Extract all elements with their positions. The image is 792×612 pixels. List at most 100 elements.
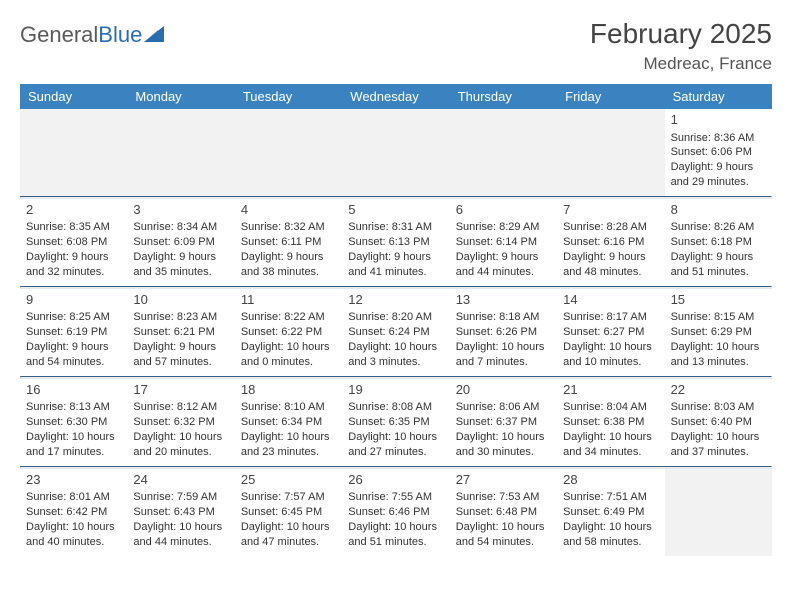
sunrise-line: Sunrise: 8:18 AM [456,310,551,325]
calendar-blank [20,109,127,196]
calendar-day: 10Sunrise: 8:23 AMSunset: 6:21 PMDayligh… [127,289,234,376]
daylight-line: Daylight: 10 hours and 51 minutes. [348,520,443,550]
sunrise-line: Sunrise: 8:01 AM [26,490,121,505]
day-number: 28 [563,471,658,489]
sunrise-line: Sunrise: 8:28 AM [563,220,658,235]
sunset-line: Sunset: 6:19 PM [26,325,121,340]
sunset-line: Sunset: 6:32 PM [133,415,228,430]
sunrise-line: Sunrise: 8:31 AM [348,220,443,235]
dayhead-wed: Wednesday [342,84,449,109]
day-number: 27 [456,471,551,489]
day-number: 10 [133,291,228,309]
sunset-line: Sunset: 6:22 PM [241,325,336,340]
sunrise-line: Sunrise: 8:36 AM [671,131,766,146]
daylight-line: Daylight: 10 hours and 58 minutes. [563,520,658,550]
daylight-line: Daylight: 10 hours and 10 minutes. [563,340,658,370]
day-number: 25 [241,471,336,489]
month-title: February 2025 [590,18,772,50]
sunrise-line: Sunrise: 7:57 AM [241,490,336,505]
calendar-day: 13Sunrise: 8:18 AMSunset: 6:26 PMDayligh… [450,289,557,376]
day-number: 22 [671,381,766,399]
sunset-line: Sunset: 6:09 PM [133,235,228,250]
sunset-line: Sunset: 6:13 PM [348,235,443,250]
location: Medreac, France [590,54,772,74]
daylight-line: Daylight: 10 hours and 13 minutes. [671,340,766,370]
day-number: 23 [26,471,121,489]
calendar-week: 16Sunrise: 8:13 AMSunset: 6:30 PMDayligh… [20,378,772,466]
calendar-day: 12Sunrise: 8:20 AMSunset: 6:24 PMDayligh… [342,289,449,376]
calendar-day: 7Sunrise: 8:28 AMSunset: 6:16 PMDaylight… [557,199,664,286]
sunrise-line: Sunrise: 8:17 AM [563,310,658,325]
day-number: 17 [133,381,228,399]
calendar-day: 23Sunrise: 8:01 AMSunset: 6:42 PMDayligh… [20,469,127,556]
sunset-line: Sunset: 6:08 PM [26,235,121,250]
daylight-line: Daylight: 10 hours and 27 minutes. [348,430,443,460]
day-number: 4 [241,201,336,219]
logo-word1: General [20,22,98,47]
calendar-day: 27Sunrise: 7:53 AMSunset: 6:48 PMDayligh… [450,469,557,556]
sunset-line: Sunset: 6:14 PM [456,235,551,250]
sunset-line: Sunset: 6:16 PM [563,235,658,250]
calendar-week: 2Sunrise: 8:35 AMSunset: 6:08 PM Daylight… [20,198,772,286]
daylight-line: Daylight: 10 hours and 0 minutes. [241,340,336,370]
calendar-blank [450,109,557,196]
dayhead-fri: Friday [557,84,664,109]
dayhead-sun: Sunday [20,84,127,109]
calendar-day: 5Sunrise: 8:31 AMSunset: 6:13 PMDaylight… [342,199,449,286]
calendar-day: 16Sunrise: 8:13 AMSunset: 6:30 PMDayligh… [20,379,127,466]
day-number: 2 [26,201,121,219]
dayhead-mon: Monday [127,84,234,109]
day-number: 1 [671,111,766,129]
sunrise-line: Sunrise: 8:22 AM [241,310,336,325]
calendar-day: 21Sunrise: 8:04 AMSunset: 6:38 PMDayligh… [557,379,664,466]
calendar-day: 18Sunrise: 8:10 AMSunset: 6:34 PMDayligh… [235,379,342,466]
day-number: 6 [456,201,551,219]
dayhead-sat: Saturday [665,84,772,109]
sunrise-line: Sunrise: 7:55 AM [348,490,443,505]
sunset-line: Sunset: 6:34 PM [241,415,336,430]
sunset-line: Sunset: 6:42 PM [26,505,121,520]
calendar-day: 17Sunrise: 8:12 AMSunset: 6:32 PMDayligh… [127,379,234,466]
day-number: 16 [26,381,121,399]
sunset-line: Sunset: 6:29 PM [671,325,766,340]
day-number: 13 [456,291,551,309]
sunset-line: Sunset: 6:37 PM [456,415,551,430]
sunrise-line: Sunrise: 7:53 AM [456,490,551,505]
day-number: 12 [348,291,443,309]
calendar-blank [235,109,342,196]
daylight-line: Daylight: 10 hours and 7 minutes. [456,340,551,370]
day-number: 24 [133,471,228,489]
calendar-day: 24Sunrise: 7:59 AMSunset: 6:43 PMDayligh… [127,469,234,556]
calendar-grid: 1Sunrise: 8:36 AMSunset: 6:06 PMDaylight… [20,109,772,556]
dayhead-thu: Thursday [450,84,557,109]
daylight-line: Daylight: 9 hours and 51 minutes. [671,250,766,280]
weekday-header: Sunday Monday Tuesday Wednesday Thursday… [20,84,772,109]
calendar-blank [665,469,772,556]
day-number: 21 [563,381,658,399]
day-number: 15 [671,291,766,309]
day-number: 14 [563,291,658,309]
daylight-line: Daylight: 9 hours and 54 minutes. [26,340,121,370]
sunset-line: Sunset: 6:43 PM [133,505,228,520]
calendar-day: 19Sunrise: 8:08 AMSunset: 6:35 PMDayligh… [342,379,449,466]
calendar-day: 20Sunrise: 8:06 AMSunset: 6:37 PMDayligh… [450,379,557,466]
calendar-day: 25Sunrise: 7:57 AMSunset: 6:45 PMDayligh… [235,469,342,556]
daylight-line: Daylight: 9 hours and 57 minutes. [133,340,228,370]
daylight-line: Daylight: 10 hours and 34 minutes. [563,430,658,460]
calendar-day: 11Sunrise: 8:22 AMSunset: 6:22 PMDayligh… [235,289,342,376]
sunset-line: Sunset: 6:11 PM [241,235,336,250]
calendar-day: 26Sunrise: 7:55 AMSunset: 6:46 PMDayligh… [342,469,449,556]
calendar-day: 8Sunrise: 8:26 AMSunset: 6:18 PMDaylight… [665,199,772,286]
sunset-line: Sunset: 6:35 PM [348,415,443,430]
sunset-line: Sunset: 6:45 PM [241,505,336,520]
day-number: 7 [563,201,658,219]
sunrise-line: Sunrise: 8:35 AM [26,220,121,235]
calendar-blank [557,109,664,196]
calendar-day: 2Sunrise: 8:35 AMSunset: 6:08 PMDaylight… [20,199,127,286]
daylight-line: Daylight: 10 hours and 44 minutes. [133,520,228,550]
sunrise-line: Sunrise: 8:25 AM [26,310,121,325]
sunset-line: Sunset: 6:49 PM [563,505,658,520]
sunrise-line: Sunrise: 8:04 AM [563,400,658,415]
daylight-line: Daylight: 10 hours and 23 minutes. [241,430,336,460]
daylight-line: Daylight: 10 hours and 47 minutes. [241,520,336,550]
